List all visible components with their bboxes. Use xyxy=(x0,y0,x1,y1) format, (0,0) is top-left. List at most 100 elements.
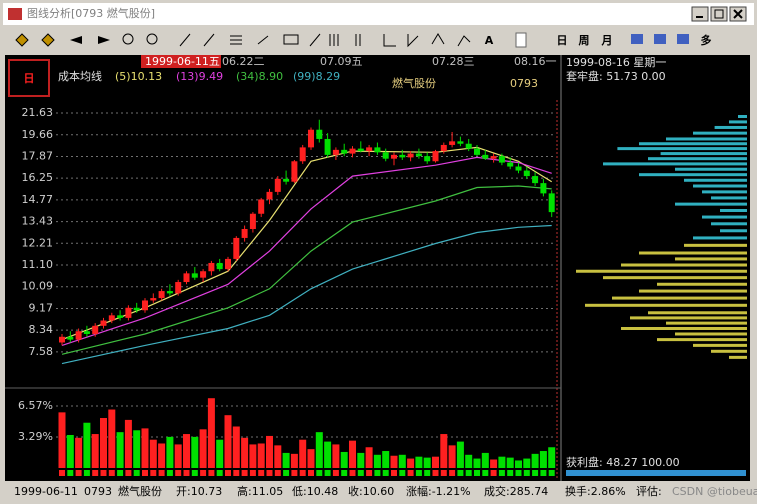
window-controls[interactable] xyxy=(691,6,747,22)
volume-bar xyxy=(415,456,423,468)
candle-body xyxy=(548,193,555,213)
toolbar-button[interactable]: 月 xyxy=(601,34,613,47)
side-date: 1999-08-16 星期一 xyxy=(566,56,666,69)
volume-bar xyxy=(515,460,522,468)
volume-marker xyxy=(83,470,90,476)
chip-bar xyxy=(702,190,747,194)
candle-body xyxy=(324,138,331,155)
volume-bar xyxy=(141,428,149,468)
volume-bar xyxy=(315,432,323,468)
period-box xyxy=(8,59,50,97)
candle-body xyxy=(166,291,173,294)
status-item: CSDN @tiobeuai xyxy=(672,485,757,498)
print-icon[interactable] xyxy=(515,32,527,48)
candle-body xyxy=(490,156,497,159)
chip-bar xyxy=(675,332,747,336)
volume-bar xyxy=(183,434,190,468)
candle-body xyxy=(67,336,74,340)
volume-marker xyxy=(482,470,489,476)
chip-bar xyxy=(675,202,747,206)
candle-body xyxy=(125,307,132,318)
candle-body xyxy=(208,262,215,272)
minimize-button[interactable] xyxy=(691,6,709,22)
app-icon xyxy=(8,8,22,20)
candle-body xyxy=(341,149,348,154)
candle-body xyxy=(233,237,240,259)
candle-body xyxy=(507,162,514,167)
volume-bar xyxy=(340,451,348,468)
volume-bar xyxy=(365,447,373,468)
volume-bar xyxy=(481,452,489,468)
volume-marker xyxy=(440,470,447,476)
volume-bar xyxy=(66,434,74,468)
volume-marker xyxy=(316,470,323,476)
arrow-icons[interactable] xyxy=(70,36,110,44)
period-icon: 日 xyxy=(24,72,35,85)
candle-body xyxy=(474,148,480,155)
zoom-out[interactable] xyxy=(146,33,158,45)
candle-body xyxy=(391,154,397,159)
candle-body xyxy=(374,147,381,153)
drawing-tools[interactable] xyxy=(179,33,471,48)
toolbar-button[interactable]: 周 xyxy=(579,34,590,47)
y-tick-label: 17.87 xyxy=(22,150,54,163)
volume-marker xyxy=(490,470,497,476)
volume-bar xyxy=(456,441,464,468)
volume-marker xyxy=(100,470,107,476)
candle-body xyxy=(432,151,439,162)
candle-body xyxy=(225,258,231,270)
ma-line xyxy=(61,224,552,365)
volume-marker xyxy=(498,470,505,476)
volume-bar xyxy=(224,415,232,468)
y-tick-label: 12.21 xyxy=(22,236,54,249)
stock-code: 0793 xyxy=(510,77,538,90)
side-legend-bar xyxy=(566,470,746,476)
stock-name: 燃气股份 xyxy=(392,76,436,90)
volume-marker xyxy=(457,470,464,476)
volume-bar xyxy=(249,444,257,468)
volume-bar xyxy=(506,457,514,468)
volume-marker xyxy=(233,470,240,476)
window-icon[interactable] xyxy=(654,34,666,44)
chip-bar xyxy=(639,173,747,177)
toolbar-button[interactable]: 日 xyxy=(557,34,568,47)
status-item: 0793 xyxy=(84,485,112,498)
window-title: 图线分析[0793 燃气股份] xyxy=(27,6,155,20)
date-label: 1999-06-11五 xyxy=(145,55,220,68)
status-item: 评估: xyxy=(636,485,662,498)
candle-body xyxy=(482,154,489,159)
ma-legend: (13)9.49 xyxy=(176,70,223,83)
volume-marker xyxy=(150,470,157,476)
volume-marker xyxy=(200,470,207,476)
candle-body xyxy=(291,161,298,182)
zoom-in[interactable] xyxy=(122,33,134,45)
volume-bar xyxy=(324,441,332,468)
volume-marker xyxy=(407,470,414,476)
nav-icons[interactable] xyxy=(15,33,55,47)
y-tick-label: 14.77 xyxy=(22,193,54,206)
window-icon[interactable] xyxy=(631,34,643,44)
y-tick-label: 13.43 xyxy=(22,215,54,228)
volume-marker xyxy=(283,470,290,476)
volume-bar xyxy=(207,398,215,468)
candle-body xyxy=(274,178,281,192)
chip-bar xyxy=(714,125,747,129)
toolbar-button[interactable]: 多 xyxy=(701,33,712,47)
candle-body xyxy=(258,199,265,214)
window-icon[interactable] xyxy=(677,34,689,44)
date-highlight xyxy=(141,55,221,68)
chip-bar xyxy=(711,222,747,226)
toolbar-button[interactable]: A xyxy=(485,34,494,47)
candle-body xyxy=(216,262,223,270)
volume-bar xyxy=(531,453,539,468)
maximize-button[interactable] xyxy=(710,6,728,22)
chart-area xyxy=(5,55,750,481)
chip-bar xyxy=(675,167,747,171)
volume-bar xyxy=(241,437,249,468)
y-tick-label: 9.17 xyxy=(29,302,54,315)
volume-marker xyxy=(474,470,480,476)
date-label: 06.22二 xyxy=(222,55,265,68)
candle-body xyxy=(183,273,190,283)
candle-body xyxy=(449,141,456,145)
volume-marker xyxy=(415,470,422,476)
